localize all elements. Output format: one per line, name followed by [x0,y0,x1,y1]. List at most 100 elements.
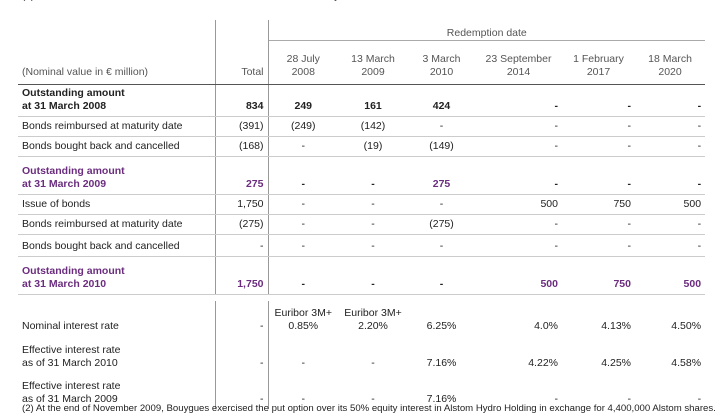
column-header: 18 March 2020 [635,40,706,85]
cell: - [338,256,408,295]
cell: - [635,234,706,257]
row-label: Issue of bonds [18,194,216,215]
cell: 500 [635,256,706,295]
cell: 500 [475,194,562,215]
cell: - [408,116,475,137]
cell: 4.0% [534,319,558,332]
text-line: 28 July [286,53,320,65]
text-line: Bonds reimbursed at maturity date [22,120,183,132]
row-label: Bonds reimbursed at maturity date [18,214,216,235]
table-row: Effective interest rate as of 31 March 20… [18,335,705,373]
cell: - [562,136,635,157]
cell: - [215,300,269,336]
cell: - [301,356,306,369]
column-header: 3 March 2010 [408,40,475,85]
text-line: at 31 March 2010 [22,278,107,290]
cell: - [215,372,269,409]
cell: 834 [215,84,269,117]
text-line: Bonds bought back and cancelled [22,140,180,152]
cell: - [268,214,338,235]
cell: - [635,116,706,137]
cell: - [562,84,635,117]
cell: 4.58% [671,356,702,369]
column-header: Total [215,40,269,85]
row-label: Bonds bought back and cancelled [18,234,216,257]
cell: - [627,392,632,405]
cell: - [408,256,475,295]
cell: 275 [215,156,269,195]
cell: - [268,194,338,215]
cell: 249 [268,84,338,117]
text-line: Effective interest rate [22,379,121,392]
cell: - [408,234,475,257]
footnote: (2) At the end of November 2009, Bouygue… [22,403,716,414]
cell: 750 [562,194,635,215]
cell: - [268,256,338,295]
table-row: Outstanding amount at 31 March 2008 834 249… [18,84,706,117]
cell: - [215,234,269,257]
cell: Euribor 3M+ 0.85% [274,306,332,332]
cell: - [475,84,562,117]
cell: - [475,116,562,137]
cell: 500 [635,194,706,215]
table-row: Issue of bonds 1,750- - -500 750 500 [18,194,706,215]
cell: - [268,156,338,195]
table-row: Bonds bought back and cancelled - - - - - - - [18,234,706,257]
cell: 424 [408,84,475,117]
text-line: 2020 [658,66,682,78]
text-line: Outstanding amount [22,265,125,277]
cell: - [562,214,635,235]
cell: (275) [408,214,475,235]
cell: - [371,356,375,369]
text-line: at 31 March 2008 [22,100,107,112]
cell: - [635,156,706,195]
cell: (391) [215,116,269,137]
cell: - [475,136,562,157]
text-line: 2014 [506,66,531,78]
text-line: 13 March [351,53,395,65]
cell: - [338,194,408,215]
table-row: Bonds reimbursed at maturity date (391) (2… [18,116,706,137]
cell: 1,750 [215,194,269,215]
cell: 161 [338,84,408,117]
cell: - [215,335,269,373]
text-line: 2009 [361,66,385,78]
column-header: 13 March 2009 [338,40,408,85]
cell: 6.25% [426,319,457,332]
cell: - [562,156,635,195]
text-line: 18 March [648,53,692,65]
cell: - [338,156,408,195]
row-label: Effective interest rate as of 31 March 20… [18,335,216,373]
group-header: Redemption date [268,20,706,41]
cell: 4.13% [601,319,631,332]
cell: - [554,392,559,405]
column-header: 23 September 2014 [475,40,562,85]
text-line: Bonds reimbursed at maturity date [22,218,183,230]
cell: 4.22% [528,356,558,369]
cell: - [408,194,475,215]
cell: 500 [475,256,562,295]
cell: (149) [408,136,475,157]
cell: (19) [338,136,408,157]
column-header: (Nominal value in € million) [18,40,216,85]
cell: (275) [215,214,269,235]
column-header: 28 July 2008 [268,40,338,85]
intro: (1) The movements in the nominal amount … [22,0,425,2]
cell: Euribor 3M+ 2.20% [344,306,402,332]
row-label: Effective interest rate as of 31 March 20… [18,372,216,409]
text-line: Effective interest rate [22,343,121,356]
text-line: (Nominal value in € million) [22,66,149,78]
text-line: as of 31 March 2009 [22,392,118,405]
cell: 4.25% [601,356,631,369]
text-line: Total [241,66,264,78]
table-row: Effective interest rate as of 31 March 20… [18,372,705,409]
text-line: 2010 [429,66,454,78]
text-line: 3 March [422,53,461,65]
cell: - [475,214,562,235]
cell: (142) [338,116,408,137]
text-line: Outstanding amount [22,165,125,177]
row-label: Nominal interest rate [18,300,216,336]
row-label: Bonds reimbursed at maturity date [18,116,216,137]
cell: - [697,392,702,405]
